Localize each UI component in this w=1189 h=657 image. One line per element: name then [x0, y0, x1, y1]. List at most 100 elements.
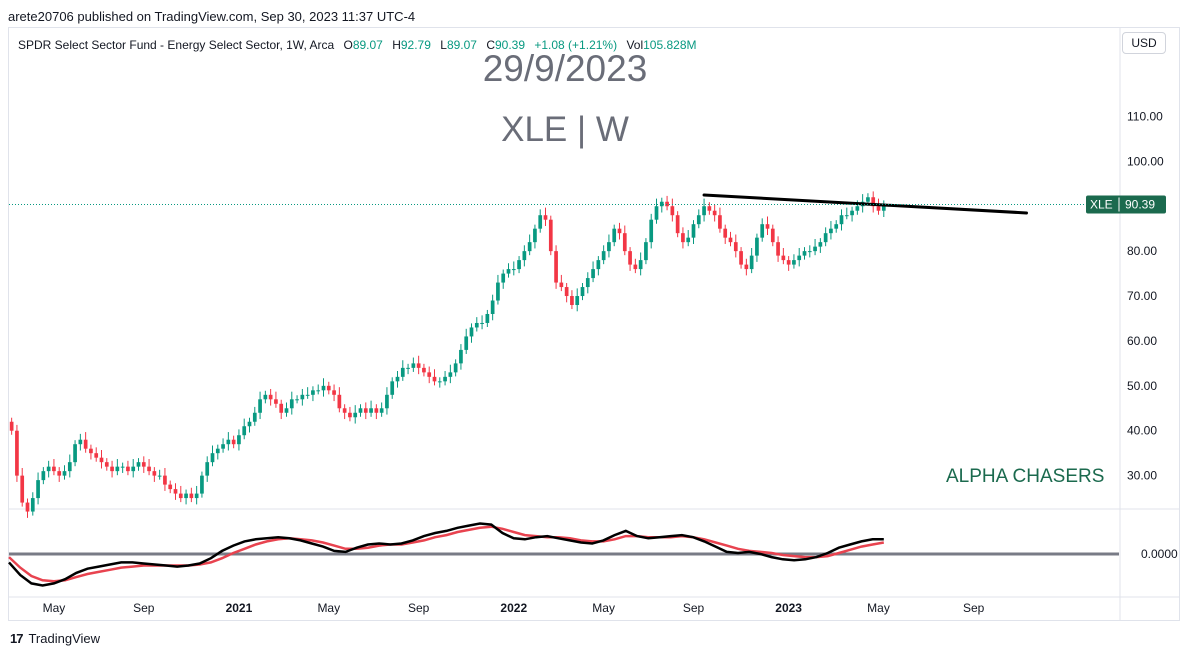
candles: [9, 191, 886, 518]
candle-body: [559, 282, 564, 288]
candle-body: [83, 439, 88, 449]
candle-body: [723, 228, 728, 238]
candle-body: [52, 466, 56, 472]
candle-body: [226, 439, 231, 445]
candle-body: [638, 260, 643, 270]
candle-body: [517, 260, 521, 270]
legend-close: 90.39: [494, 38, 526, 52]
candle-body: [432, 376, 437, 382]
candle-body: [205, 462, 210, 476]
candle-body: [311, 390, 315, 395]
candle-body: [781, 255, 786, 261]
candle-body: [200, 475, 204, 494]
candle-body: [332, 390, 336, 395]
candle-body: [733, 242, 738, 252]
candle-body: [231, 439, 236, 445]
candle-body: [564, 287, 569, 297]
candle-body: [469, 327, 474, 337]
candle-body: [258, 399, 262, 413]
candle-body: [157, 475, 162, 477]
candle-body: [511, 269, 516, 271]
candle-body: [247, 421, 252, 427]
legend-open: 89.07: [352, 38, 383, 52]
candle-body: [797, 255, 802, 261]
candle-body: [46, 466, 51, 472]
candle-body: [279, 403, 284, 413]
candle-body: [622, 233, 627, 252]
candle-body: [274, 399, 278, 404]
candle-body: [596, 260, 601, 270]
candle-body: [400, 367, 405, 377]
legend-low: 89.07: [446, 38, 477, 52]
y-tick-label: 70.00: [1127, 289, 1157, 303]
candle-body: [718, 215, 722, 229]
candle-body: [126, 466, 130, 472]
candle-body: [644, 242, 648, 261]
candle-body: [575, 296, 580, 306]
candle-body: [617, 228, 622, 234]
candle-body: [601, 251, 606, 261]
candle-body: [358, 408, 363, 413]
candle-body: [184, 493, 188, 499]
y-tick-label: 100.00: [1127, 154, 1164, 168]
candle-body: [749, 255, 754, 270]
candle-body: [237, 435, 241, 445]
legend-low-label: L: [440, 38, 447, 52]
y-tick-label: 60.00: [1127, 334, 1157, 348]
candle-body: [670, 206, 675, 216]
candle-body: [490, 300, 495, 314]
candle-body: [585, 278, 590, 288]
candle-body: [363, 408, 368, 413]
candle-body: [67, 462, 72, 472]
publish-byline: arete20706 published on TradingView.com,…: [8, 9, 416, 24]
y-tick-label: 40.00: [1127, 424, 1157, 438]
candle-body: [855, 206, 860, 211]
candle-body: [485, 313, 490, 323]
candle-body: [533, 228, 537, 243]
candle-body: [770, 228, 775, 243]
candle-body: [691, 224, 696, 238]
candle-body: [374, 408, 379, 413]
candle-body: [527, 242, 532, 252]
candle-body: [665, 201, 669, 207]
candle-body: [252, 412, 257, 422]
tradingview-logo-icon: 17: [10, 631, 24, 646]
symbol-legend: SPDR Select Sector Fund - Energy Select …: [18, 38, 697, 52]
resistance-trendline: [702, 193, 1028, 215]
candle-body: [57, 471, 62, 476]
chart-frame: [8, 27, 1180, 621]
candle-body: [548, 219, 553, 252]
candle-body: [786, 260, 791, 265]
candle-body: [110, 466, 114, 472]
candle-body: [20, 475, 25, 503]
candle-body: [194, 493, 199, 499]
candle-body: [353, 412, 358, 418]
candle-body: [15, 430, 19, 476]
candle-body: [506, 269, 511, 274]
candle-body: [702, 206, 706, 216]
candle-body: [78, 439, 83, 445]
candle-body: [289, 399, 294, 409]
candle-body: [707, 206, 712, 211]
candle-body: [607, 242, 611, 252]
candle-body: [189, 493, 194, 499]
currency-button[interactable]: USD: [1122, 32, 1166, 54]
watermark-date: 29/9/2023: [482, 48, 648, 89]
candle-body: [496, 282, 500, 301]
candle-body: [36, 480, 40, 499]
candle-body: [459, 349, 463, 364]
legend-volume: 105.828M: [643, 38, 697, 52]
legend-title: SPDR Select Sector Fund - Energy Select …: [18, 38, 335, 52]
candle-body: [681, 233, 685, 243]
x-tick-label: Sep: [408, 601, 430, 615]
candle-body: [173, 489, 178, 494]
candle-body: [823, 233, 828, 243]
footer-brand[interactable]: 17 TradingView: [10, 631, 100, 646]
candle-body: [829, 228, 833, 234]
candle-body: [321, 385, 326, 391]
x-tick-label: 2023: [775, 601, 802, 615]
candle-body: [242, 426, 247, 436]
candle-body: [337, 394, 342, 409]
indicator-zero-label: 0.0000: [1141, 547, 1178, 561]
